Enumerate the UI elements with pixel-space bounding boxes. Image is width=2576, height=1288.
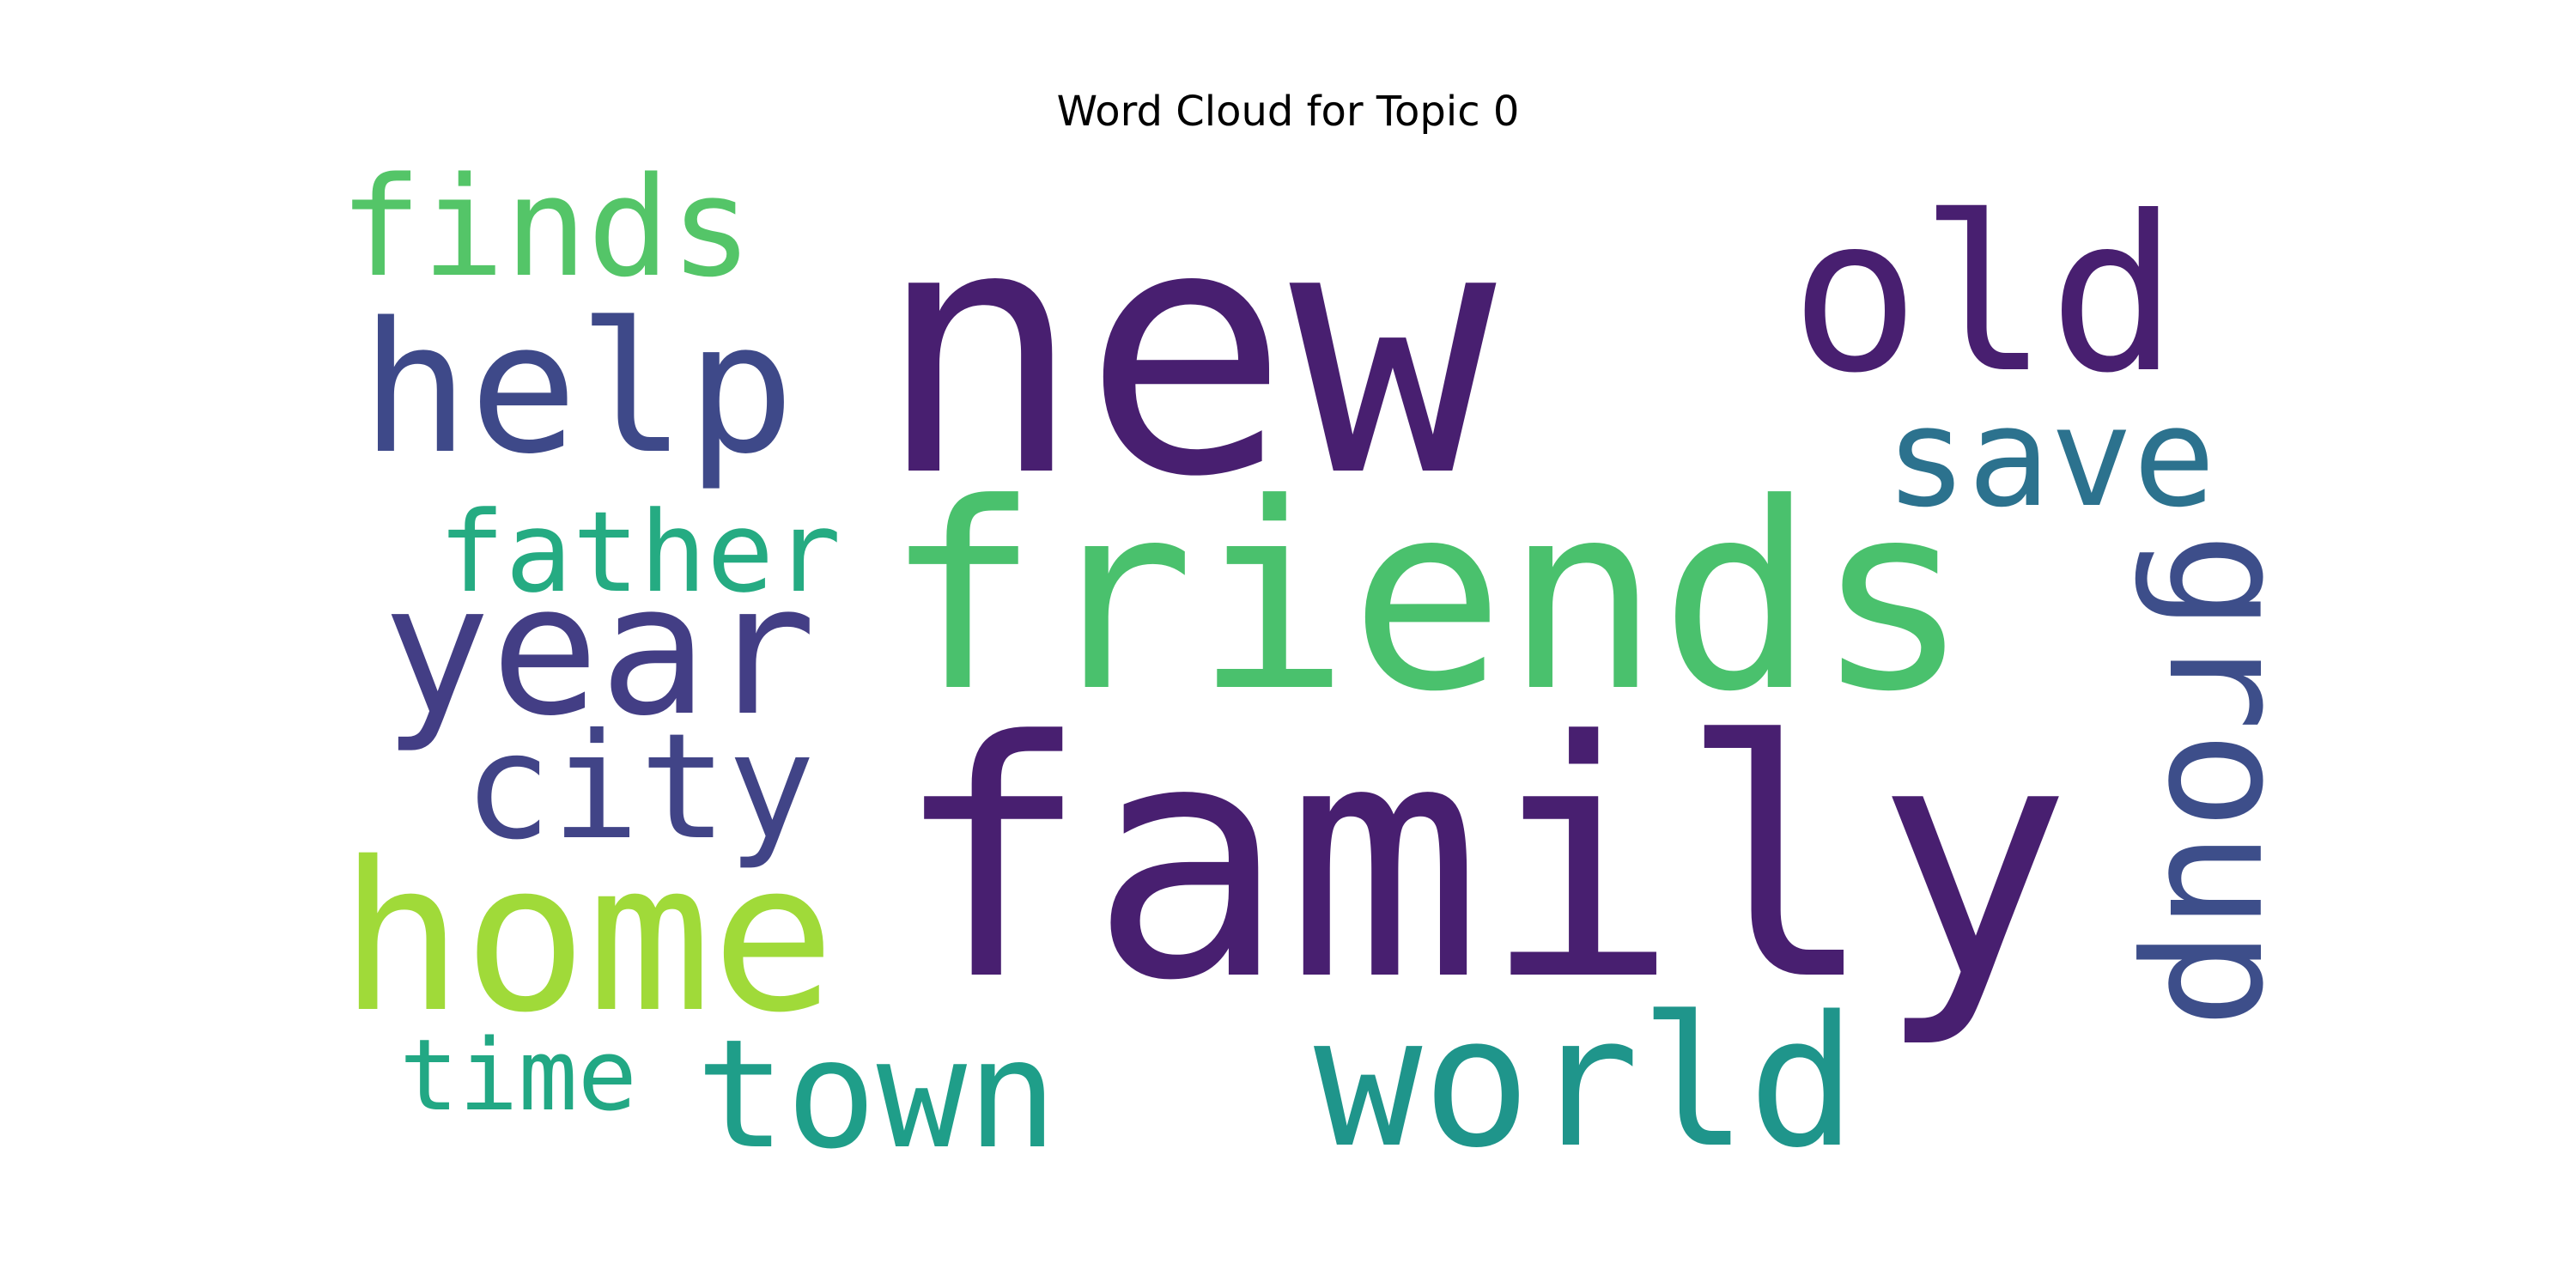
word-world: world bbox=[1314, 977, 1856, 1188]
word-year: year bbox=[382, 545, 817, 756]
word-save: save bbox=[1885, 377, 2215, 538]
chart-title: Word Cloud for Topic 0 bbox=[1056, 88, 1520, 136]
word-old: old bbox=[1790, 170, 2178, 420]
word-finds: finds bbox=[339, 147, 753, 307]
word-friends: friends bbox=[884, 448, 1970, 748]
word-new: new bbox=[876, 153, 1498, 552]
word-family: family bbox=[893, 671, 2072, 1052]
word-father: father bbox=[438, 487, 841, 617]
word-town: town bbox=[696, 1008, 1057, 1182]
word-help: help bbox=[361, 283, 795, 494]
word-group: group bbox=[2131, 532, 2323, 1029]
word-home: home bbox=[339, 817, 835, 1058]
word-city: city bbox=[464, 702, 815, 872]
word-time: time bbox=[399, 1018, 637, 1133]
